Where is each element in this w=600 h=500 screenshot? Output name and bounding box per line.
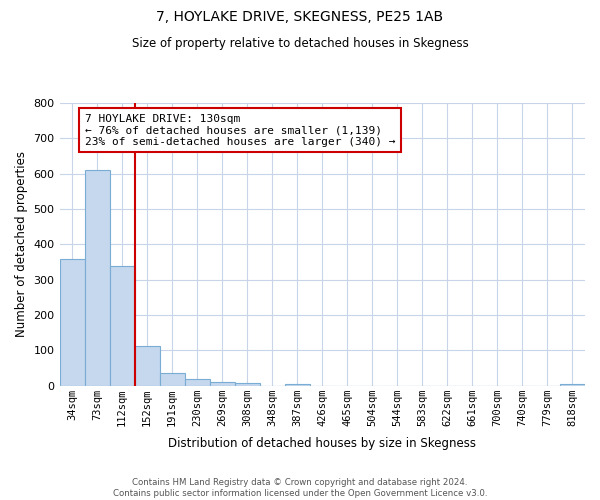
- Bar: [59, 260, 85, 386]
- Bar: [560, 384, 585, 386]
- Text: 7, HOYLAKE DRIVE, SKEGNESS, PE25 1AB: 7, HOYLAKE DRIVE, SKEGNESS, PE25 1AB: [157, 10, 443, 24]
- Text: 7 HOYLAKE DRIVE: 130sqm
← 76% of detached houses are smaller (1,139)
23% of semi: 7 HOYLAKE DRIVE: 130sqm ← 76% of detache…: [85, 114, 395, 147]
- Y-axis label: Number of detached properties: Number of detached properties: [15, 152, 28, 338]
- Text: Size of property relative to detached houses in Skegness: Size of property relative to detached ho…: [131, 38, 469, 51]
- Bar: [134, 346, 160, 386]
- Text: Contains HM Land Registry data © Crown copyright and database right 2024.
Contai: Contains HM Land Registry data © Crown c…: [113, 478, 487, 498]
- Bar: [235, 383, 260, 386]
- Bar: [85, 170, 110, 386]
- X-axis label: Distribution of detached houses by size in Skegness: Distribution of detached houses by size …: [168, 437, 476, 450]
- Bar: [160, 373, 185, 386]
- Bar: [185, 378, 209, 386]
- Bar: [285, 384, 310, 386]
- Bar: [209, 382, 235, 386]
- Bar: [110, 266, 134, 386]
